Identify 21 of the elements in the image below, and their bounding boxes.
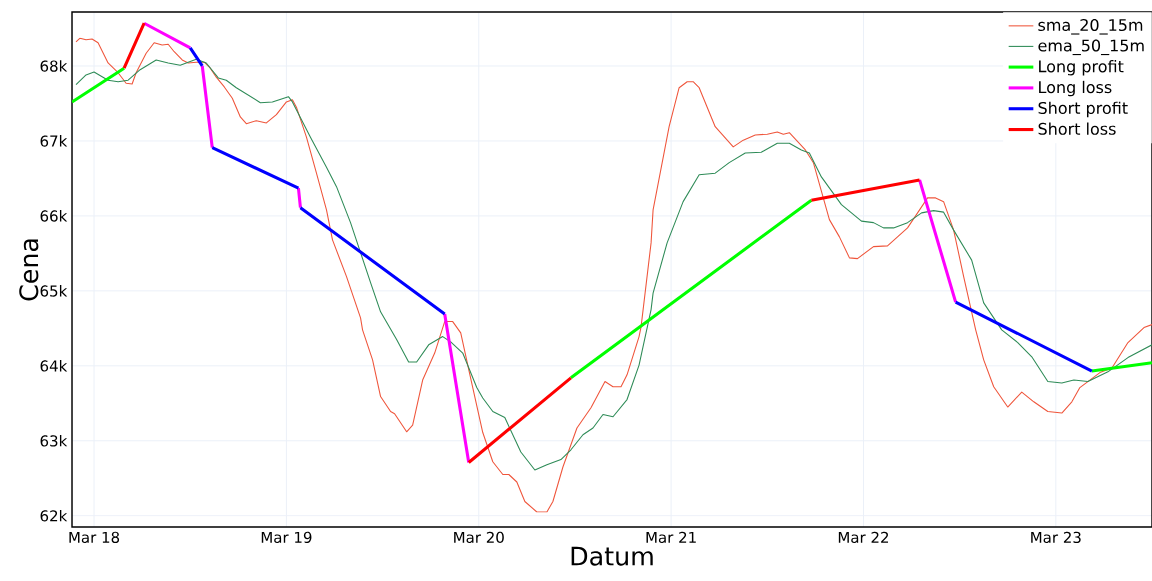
x-tick-label: Mar 19 bbox=[261, 531, 312, 544]
y-tick-label: 67k bbox=[40, 135, 68, 147]
x-tick-label: Mar 20 bbox=[454, 531, 504, 544]
x-axis-title: Datum bbox=[571, 546, 653, 566]
x-tick-label: Mar 22 bbox=[838, 531, 889, 544]
y-tick-label: 68k bbox=[40, 60, 68, 72]
y-tick-label: 62k bbox=[40, 509, 68, 522]
legend-label: Long profit bbox=[1039, 60, 1124, 76]
x-tick-label: Mar 21 bbox=[646, 531, 696, 544]
y-tick-label: 64k bbox=[40, 360, 68, 372]
legend-label: Short loss bbox=[1038, 122, 1116, 135]
y-tick-label: 66k bbox=[40, 210, 68, 222]
x-tick-label: Mar 18 bbox=[69, 531, 120, 544]
y-axis-title: Cena bbox=[19, 239, 39, 301]
legend-label: sma_20_15m bbox=[1038, 18, 1143, 35]
legend-label: ema_50_15m bbox=[1038, 39, 1144, 56]
x-tick-label: Mar 23 bbox=[1031, 531, 1081, 544]
legend-label: Long loss bbox=[1039, 80, 1112, 97]
y-tick-label: 65k bbox=[40, 285, 68, 297]
legend-label: Short profit bbox=[1038, 101, 1128, 118]
y-tick-label: 63k bbox=[40, 434, 68, 447]
